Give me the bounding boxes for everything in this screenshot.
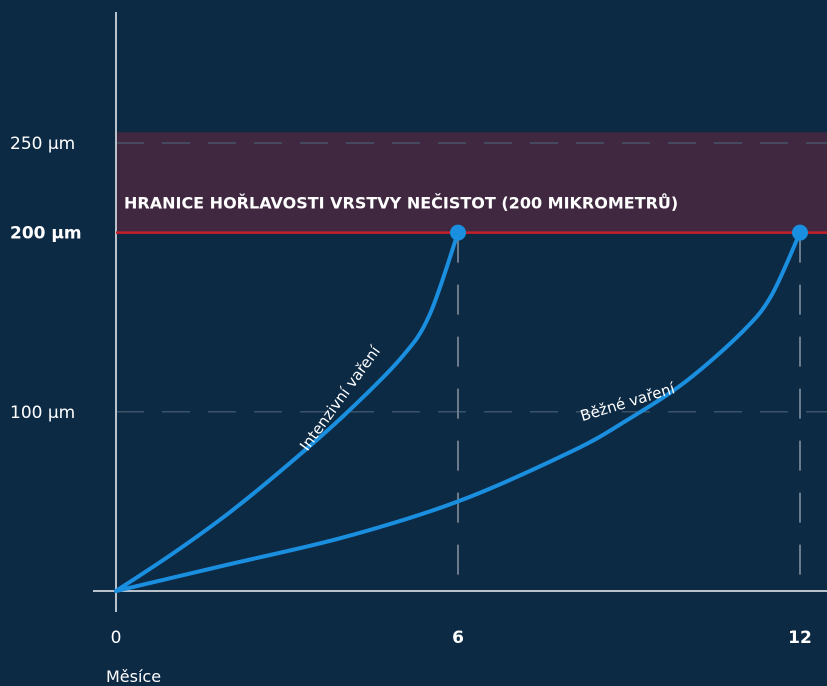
y-tick-label: 200 µm xyxy=(10,224,82,244)
series-line xyxy=(114,230,802,593)
x-axis-title: Měsíce xyxy=(106,667,161,686)
y-tick-label: 100 µm xyxy=(10,403,75,423)
threshold-zone xyxy=(116,132,827,233)
y-tick-label: 250 µm xyxy=(10,134,75,154)
x-tick-label: 6 xyxy=(452,628,464,648)
series-endpoint xyxy=(450,224,466,241)
x-tick-label: 0 xyxy=(111,628,122,648)
x-tick-label: 12 xyxy=(788,628,812,648)
series-line xyxy=(114,230,460,593)
series-label: Intenzivní vaření xyxy=(296,342,384,454)
series-endpoint xyxy=(792,224,808,241)
threshold-label: HRANICE HOŘLAVOSTI VRSTVY NEČISTOT (200 … xyxy=(124,194,678,213)
